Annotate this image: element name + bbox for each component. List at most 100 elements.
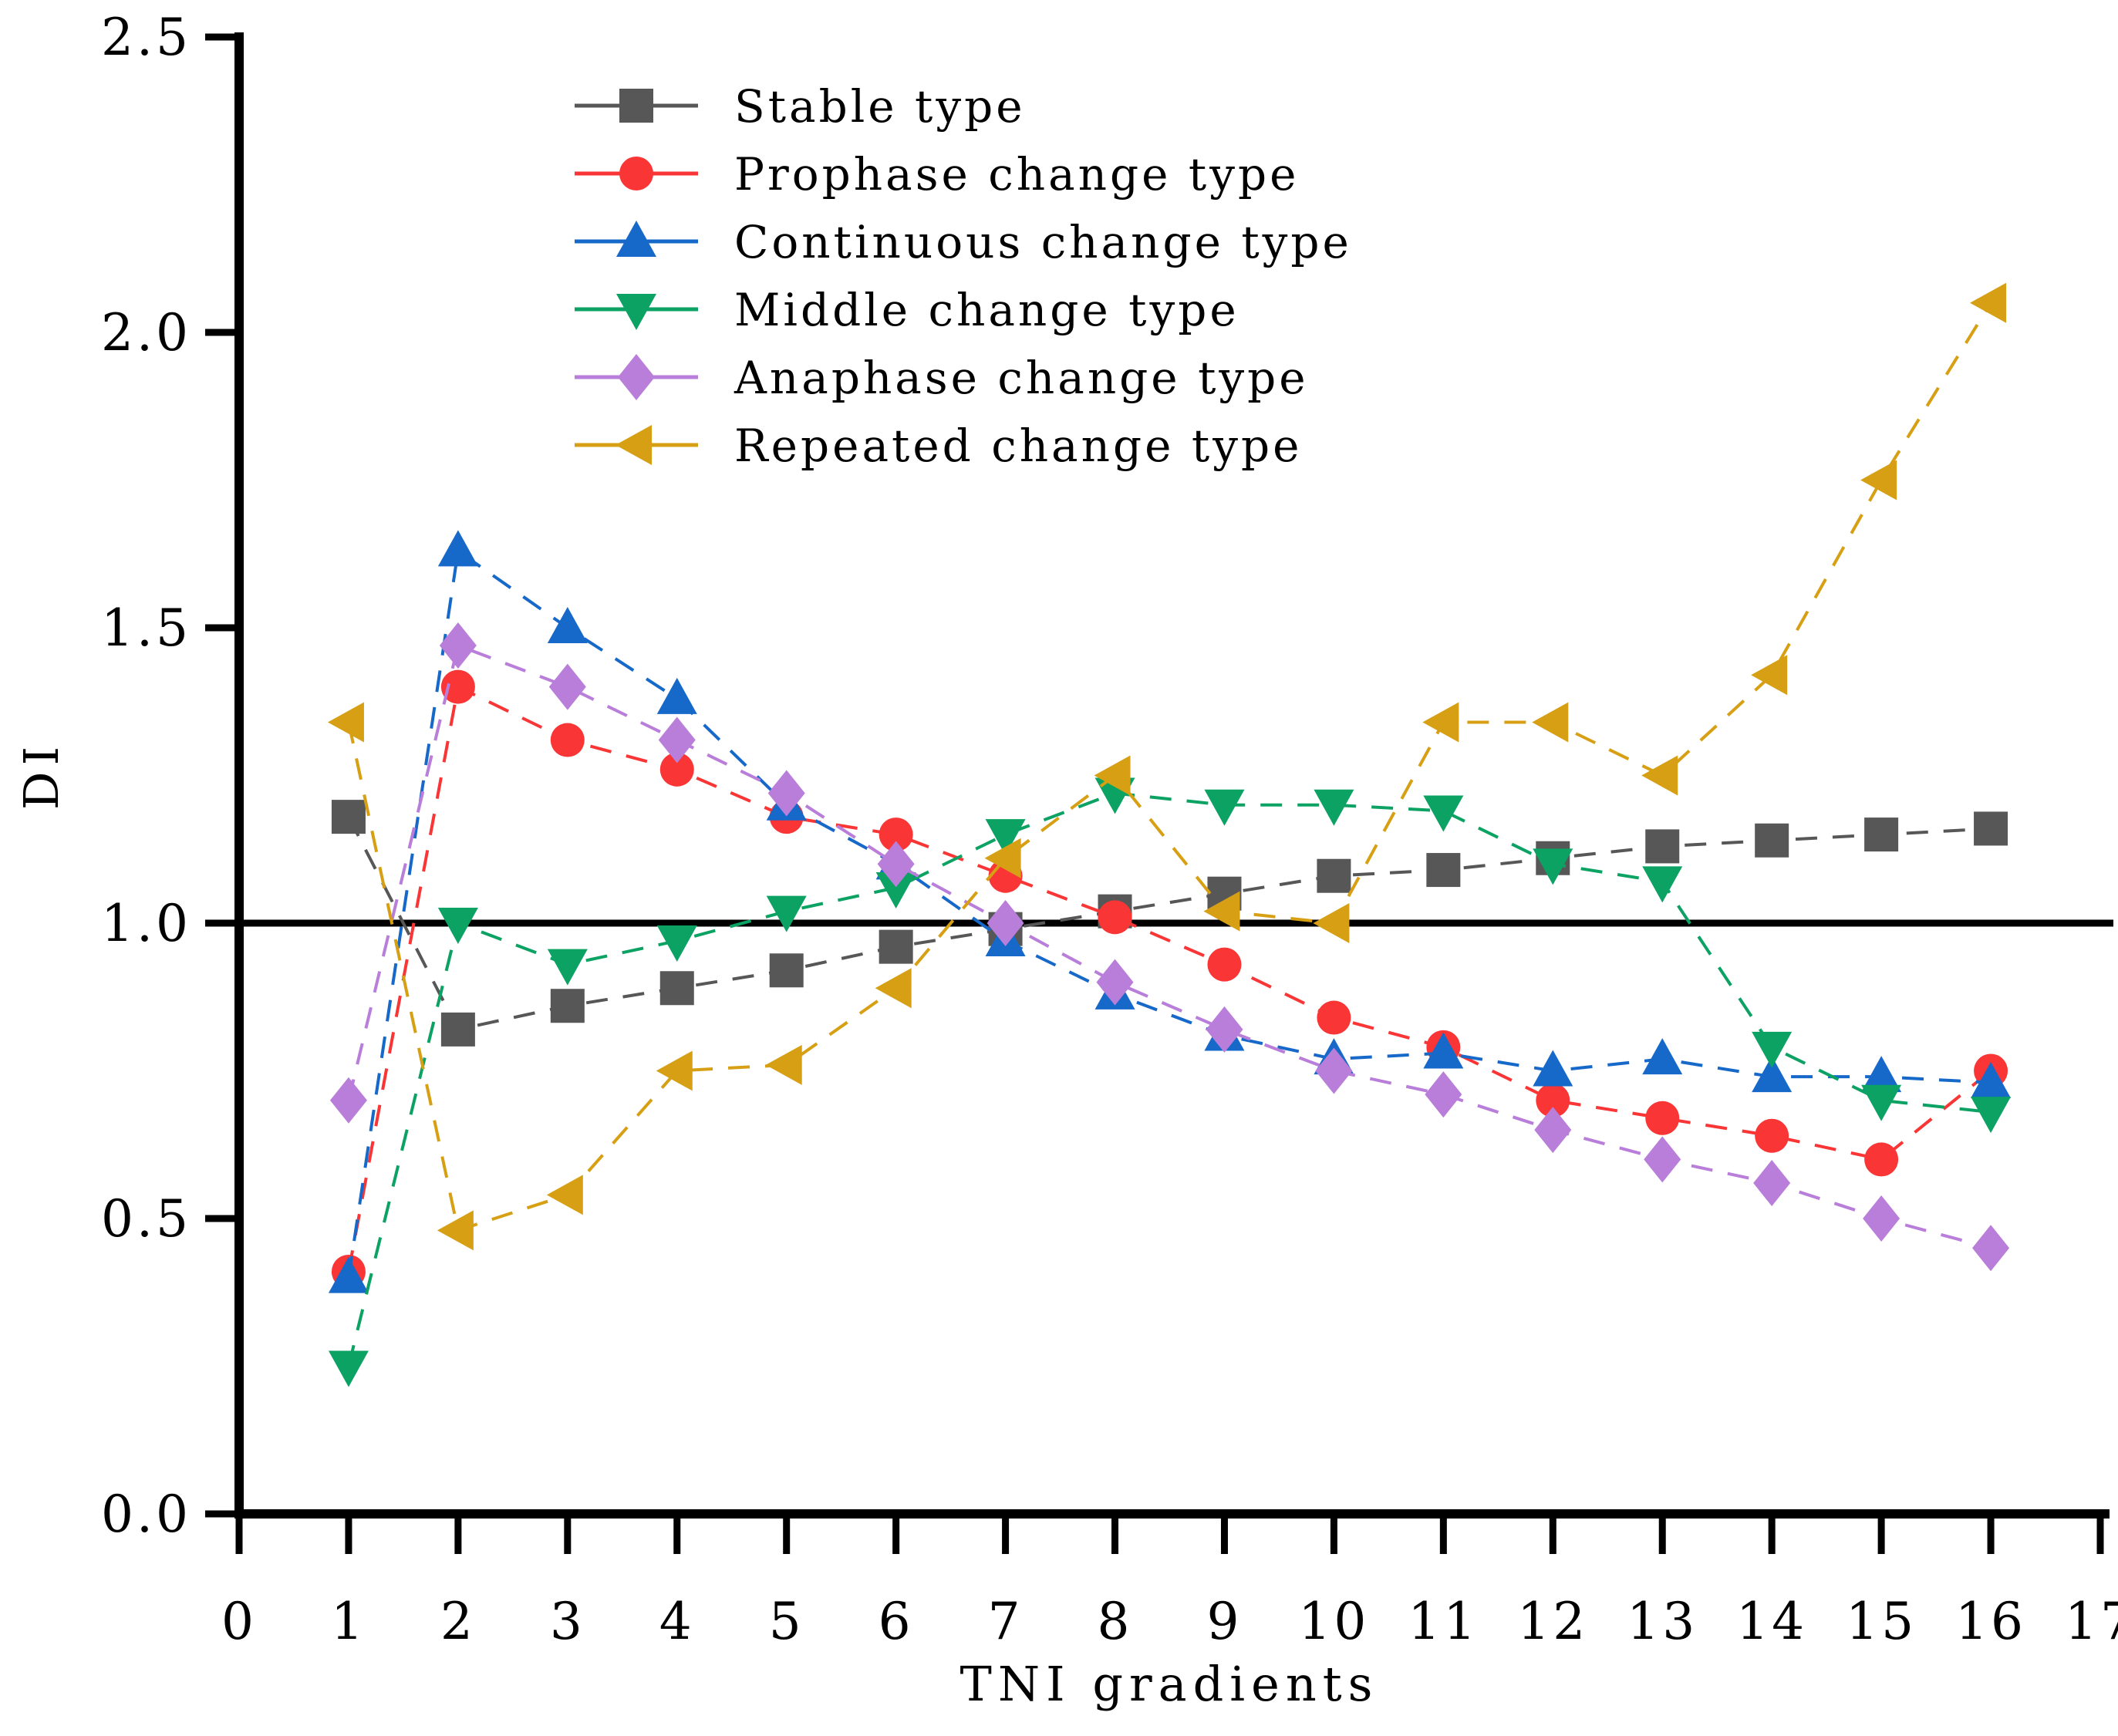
diamond-marker xyxy=(658,716,696,764)
triangle-up-marker xyxy=(547,607,588,643)
triangle-down-marker xyxy=(1642,866,1683,903)
legend-label: Prophase change type xyxy=(734,148,1299,201)
triangle-down-marker xyxy=(656,925,697,962)
square-marker xyxy=(1426,853,1461,888)
legend-item-anaphase-change-type: Anaphase change type xyxy=(575,352,1309,404)
legend-triangle-left-icon xyxy=(616,425,652,465)
triangle-down-marker xyxy=(1752,1031,1793,1068)
triangle-up-marker xyxy=(1642,1038,1683,1075)
diamond-marker xyxy=(1425,1071,1462,1118)
series-line xyxy=(346,643,1992,1250)
series-line xyxy=(346,302,1992,1232)
legend-label: Continuous change type xyxy=(734,216,1352,268)
legend-square-icon xyxy=(619,89,653,123)
legend-item-repeated-change-type: Repeated change type xyxy=(575,420,1302,472)
x-tick-label: 8 xyxy=(1098,1592,1133,1651)
circle-marker xyxy=(1645,1101,1680,1135)
square-marker xyxy=(879,929,913,964)
circle-marker xyxy=(440,669,475,704)
circle-marker xyxy=(1207,947,1242,982)
triangle-down-marker xyxy=(766,895,807,932)
circle-marker xyxy=(659,752,694,787)
legend-item-middle-change-type: Middle change type xyxy=(575,284,1239,336)
circle-marker xyxy=(1864,1142,1899,1177)
legend: Stable type Prophase change type Continuou… xyxy=(575,80,1352,472)
legend-label: Middle change type xyxy=(734,284,1239,336)
square-marker xyxy=(1317,858,1351,893)
triangle-left-marker xyxy=(1422,702,1459,743)
diamond-marker xyxy=(1972,1225,2010,1272)
square-marker xyxy=(1864,817,1899,852)
legend-item-continuous-change-type: Continuous change type xyxy=(575,216,1352,268)
triangle-up-marker xyxy=(1423,1032,1464,1069)
x-tick-label: 4 xyxy=(659,1592,695,1651)
diamond-marker xyxy=(1206,1006,1243,1053)
series-line xyxy=(346,684,1992,1273)
triangle-left-marker xyxy=(984,838,1021,878)
y-tick-label: 1.0 xyxy=(101,894,191,953)
triangle-up-marker xyxy=(1971,1061,2012,1098)
x-tick-label: 5 xyxy=(769,1592,804,1651)
triangle-left-marker xyxy=(656,1050,693,1091)
series-line xyxy=(346,791,1992,1367)
triangle-up-marker xyxy=(328,1256,369,1293)
triangle-left-marker xyxy=(327,702,364,743)
triangle-left-marker xyxy=(1641,755,1678,796)
diamond-marker xyxy=(767,770,805,817)
series-prophase-change-type xyxy=(331,669,2008,1289)
series-continuous-change-type xyxy=(328,530,2012,1293)
diamond-marker xyxy=(1644,1136,1681,1183)
triangle-left-marker xyxy=(875,968,912,1009)
x-tick-label: 6 xyxy=(879,1592,914,1651)
triangle-down-marker xyxy=(1314,789,1354,826)
legend-triangle-down-icon xyxy=(616,294,656,330)
triangle-left-marker xyxy=(546,1175,583,1215)
triangle-left-marker xyxy=(1532,702,1569,743)
triangle-down-marker xyxy=(1971,1097,2012,1134)
x-tick-label: 0 xyxy=(221,1592,257,1651)
square-marker xyxy=(440,1012,475,1047)
y-tick-label: 1.5 xyxy=(101,598,191,658)
legend-triangle-up-icon xyxy=(616,221,656,257)
x-tick-label: 12 xyxy=(1517,1592,1588,1651)
legend-label: Repeated change type xyxy=(734,420,1302,472)
diamond-marker xyxy=(439,622,477,669)
circle-marker xyxy=(1536,1083,1570,1117)
legend-label: Stable type xyxy=(734,80,1026,133)
x-tick-label: 13 xyxy=(1627,1592,1698,1651)
triangle-down-marker xyxy=(328,1350,369,1387)
triangle-up-marker xyxy=(656,677,697,714)
diamond-marker xyxy=(1096,959,1134,1006)
circle-marker xyxy=(879,817,913,852)
triangle-down-marker xyxy=(1423,795,1464,832)
circle-marker xyxy=(550,723,585,757)
diamond-marker xyxy=(1534,1107,1572,1154)
triangle-up-marker xyxy=(1752,1056,1793,1093)
square-marker xyxy=(331,800,366,834)
series-layer xyxy=(327,282,2012,1387)
triangle-down-marker xyxy=(875,872,916,909)
legend-item-stable-type: Stable type xyxy=(575,80,1026,133)
triangle-left-marker xyxy=(1970,282,2007,323)
x-tick-label: 1 xyxy=(331,1592,366,1651)
square-marker xyxy=(1645,829,1680,864)
circle-marker xyxy=(1317,1000,1351,1035)
x-tick-label: 7 xyxy=(988,1592,1024,1651)
x-tick-label: 11 xyxy=(1408,1592,1479,1651)
triangle-left-marker xyxy=(1860,460,1897,501)
x-tick-label: 14 xyxy=(1736,1592,1807,1651)
triangle-up-marker xyxy=(437,530,478,567)
axes-layer: 0.00.51.01.52.02.50 1 2 3 4 5 6 7 8 9 10 11 12 13 14 15… xyxy=(101,8,2118,1651)
y-tick-label: 2.0 xyxy=(101,303,191,362)
triangle-down-marker xyxy=(547,949,588,986)
series-anaphase-change-type xyxy=(329,622,2010,1272)
diamond-marker xyxy=(1315,1047,1353,1094)
series-repeated-change-type xyxy=(327,282,2007,1251)
legend-label: Anaphase change type xyxy=(734,352,1309,404)
circle-marker xyxy=(1098,900,1132,935)
triangle-down-marker xyxy=(985,819,1026,856)
triangle-down-marker xyxy=(1204,789,1245,826)
triangle-down-marker xyxy=(437,908,478,944)
diamond-marker xyxy=(877,841,915,888)
